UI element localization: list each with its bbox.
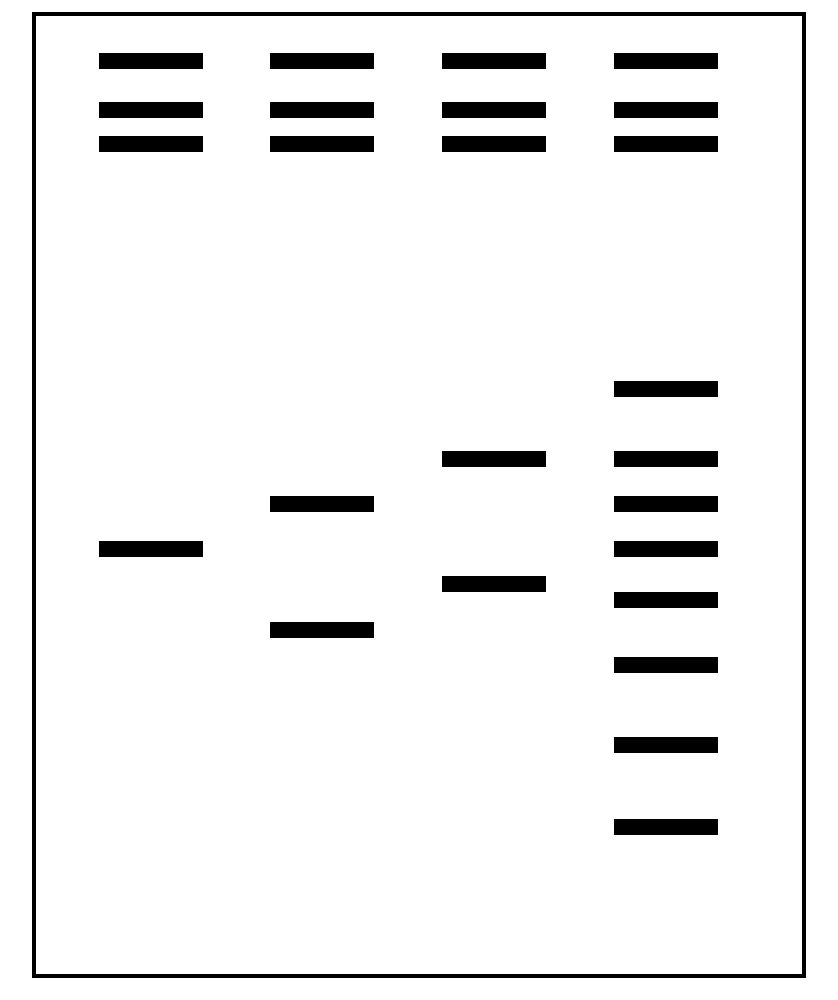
gel-band xyxy=(270,53,374,69)
gel-band xyxy=(614,737,718,753)
gel-band xyxy=(270,496,374,512)
gel-band xyxy=(614,451,718,467)
gel-band xyxy=(442,136,546,152)
gel-band xyxy=(614,496,718,512)
gel-band xyxy=(442,451,546,467)
gel-band xyxy=(614,819,718,835)
gel-band xyxy=(614,541,718,557)
gel-band xyxy=(99,53,203,69)
gel-band xyxy=(614,381,718,397)
gel-band xyxy=(442,102,546,118)
gel-band xyxy=(614,657,718,673)
gel-band xyxy=(614,592,718,608)
gel-band xyxy=(614,136,718,152)
gel-band xyxy=(442,576,546,592)
gel-band xyxy=(614,53,718,69)
gel-band xyxy=(99,136,203,152)
gel-band xyxy=(614,102,718,118)
gel-band xyxy=(99,541,203,557)
gel-band xyxy=(270,102,374,118)
gel-band xyxy=(270,136,374,152)
gel-band xyxy=(442,53,546,69)
gel-band xyxy=(99,102,203,118)
gel-band xyxy=(270,622,374,638)
gel-diagram xyxy=(0,0,838,1000)
